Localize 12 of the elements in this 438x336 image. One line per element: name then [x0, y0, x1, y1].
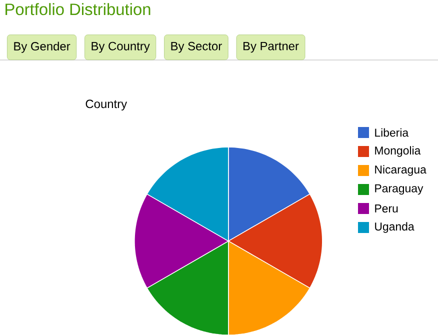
text: By Gender	[14, 42, 70, 53]
legend-label: Nicaragua	[375, 165, 426, 176]
text: By Sector	[171, 42, 222, 53]
legend-label: Mongolia	[375, 146, 421, 157]
legend-label: Paraguay	[375, 184, 424, 195]
chart-title: Portfolio Distribution	[6, 3, 150, 16]
chart-subtitle: Country	[86, 100, 128, 110]
legend-label: Liberia	[375, 128, 409, 137]
legend-label: Uganda	[375, 222, 414, 233]
text: By Partner	[243, 42, 299, 53]
text: By Country	[92, 42, 150, 53]
legend-label: Peru	[375, 204, 398, 212]
